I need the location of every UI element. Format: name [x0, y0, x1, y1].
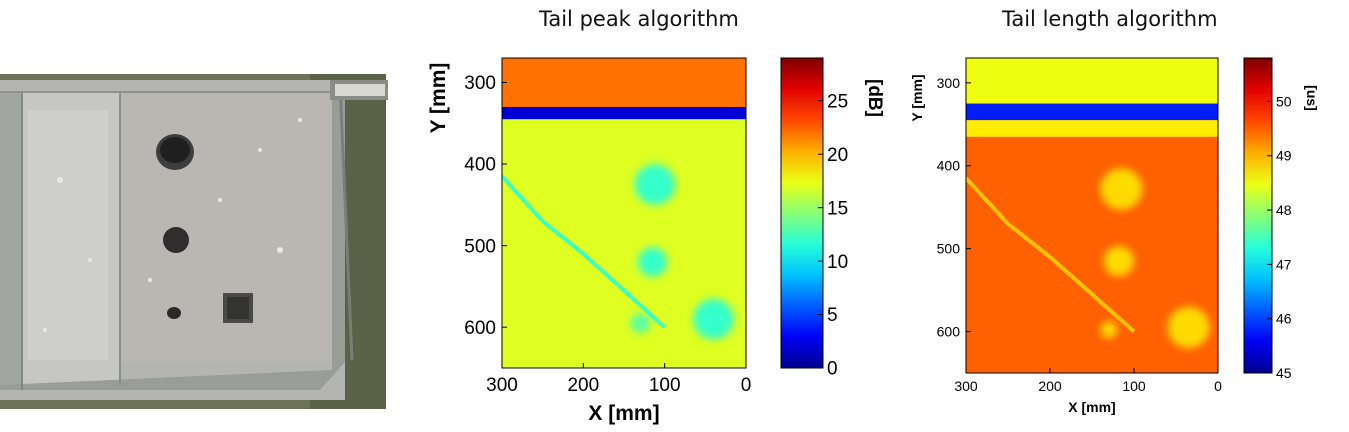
x-axis-label: X [mm]	[1068, 399, 1115, 415]
y-tick-label: 500	[937, 241, 961, 257]
y-axis-label: Y [mm]	[427, 63, 450, 134]
specimen-photo	[0, 74, 388, 409]
y-tick-label: 600	[937, 323, 961, 339]
colorbar-tick-label: 49	[1276, 148, 1292, 164]
x-axis-label: X [mm]	[588, 402, 659, 425]
colorbar-tick-label: 47	[1276, 256, 1292, 272]
heatmap-defect-spot	[630, 313, 651, 333]
heatmap-2	[966, 58, 1218, 373]
x-tick-label: 200	[1038, 378, 1062, 394]
heatmap-band	[502, 58, 746, 107]
heatmap-defect-spot	[634, 164, 676, 205]
chart-1-title: Tail peak algorithm	[539, 7, 739, 31]
y-tick-label: 600	[464, 318, 496, 339]
x-tick-label: 300	[954, 378, 978, 394]
colorbar-tick-label: 10	[827, 252, 848, 273]
heatmap-crack-line	[502, 174, 667, 329]
colorbar-tick-label: 25	[827, 91, 848, 112]
chart-2-title: Tail length algorithm	[1002, 7, 1218, 31]
colorbar-tick-label: 45	[1276, 365, 1292, 381]
colorbar	[1243, 57, 1273, 374]
heatmap-defect-spot	[693, 298, 734, 340]
x-tick-label: 0	[1214, 378, 1222, 394]
heatmap-defect-spot	[637, 247, 668, 277]
y-tick-label: 400	[937, 158, 961, 174]
y-axis-label: Y [mm]	[909, 74, 925, 121]
y-tick-label: 300	[464, 73, 496, 94]
heatmap-defect-spot	[1103, 246, 1134, 277]
y-tick-label: 400	[464, 155, 496, 176]
heatmap-1	[502, 58, 746, 368]
x-tick-label: 0	[741, 375, 752, 396]
x-tick-label: 300	[486, 375, 518, 396]
heatmap-band	[502, 106, 746, 120]
heatmap-band	[966, 103, 1218, 121]
x-tick-label: 200	[567, 375, 599, 396]
colorbar-tick-label: 46	[1276, 311, 1292, 327]
heatmap-band	[966, 58, 1218, 104]
colorbar-tick-label: 0	[827, 359, 838, 380]
heatmap-crack-line	[966, 176, 1136, 334]
colorbar-label: [dB]	[864, 79, 885, 117]
heatmap-defect-spot	[1100, 321, 1118, 339]
y-tick-label: 300	[937, 75, 961, 91]
colorbar-tick-label: 50	[1276, 93, 1292, 109]
colorbar-tick-label: 5	[827, 305, 838, 326]
colorbar-tick-label: 15	[827, 198, 848, 219]
x-tick-label: 100	[649, 375, 681, 396]
y-tick-label: 500	[464, 236, 496, 257]
colorbar-tick-label: 48	[1276, 202, 1292, 218]
plot-frame	[965, 57, 1219, 374]
heatmap-defect-spot	[1100, 168, 1143, 210]
plot-frame	[501, 57, 747, 369]
heatmap-defect-spot	[1167, 306, 1210, 349]
colorbar-tick-label: 20	[827, 145, 848, 166]
x-tick-label: 100	[1122, 378, 1146, 394]
colorbar-label: [us]	[1304, 85, 1320, 111]
heatmap-band	[966, 120, 1218, 137]
colorbar	[780, 57, 824, 369]
